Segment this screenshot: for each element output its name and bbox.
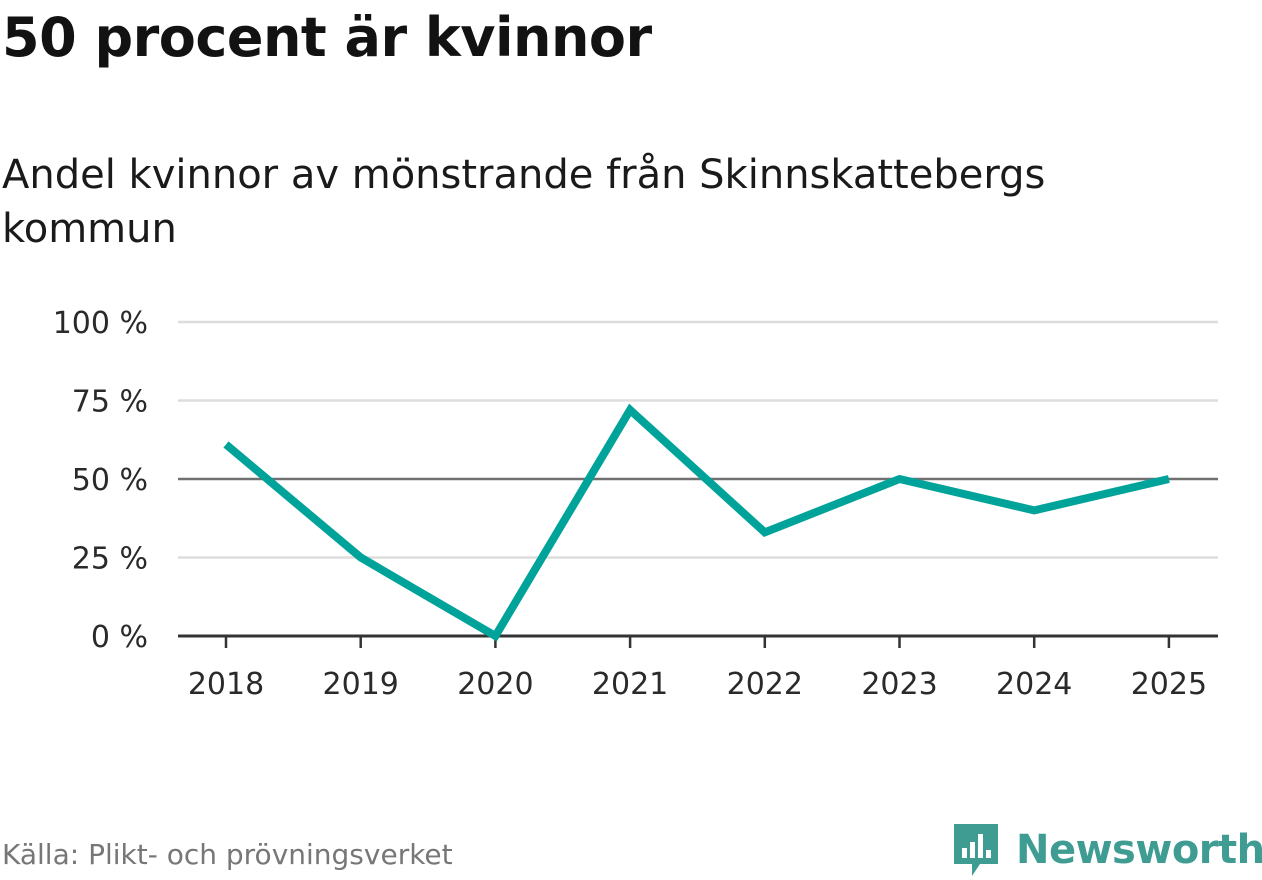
y-tick-label: 0 %: [91, 620, 148, 655]
chart-subtitle: Andel kvinnor av mönstrande från Skinnsk…: [2, 148, 1182, 256]
newsworthy-logo-icon: [950, 820, 1002, 880]
x-tick-label: 2023: [861, 667, 937, 702]
x-tick-label: 2020: [457, 667, 533, 702]
grid-layer: [178, 322, 1218, 558]
x-tick-label: 2024: [996, 667, 1072, 702]
y-tick-label: 100 %: [53, 306, 148, 341]
x-axis: 2018 2019 2020 2021 2022 2023 2024 2025: [178, 636, 1218, 702]
source-note: Källa: Plikt- och prövningsverket: [2, 838, 453, 871]
y-axis-labels: 0 % 25 % 50 % 75 % 100 %: [53, 306, 148, 655]
x-tick-label: 2025: [1131, 667, 1207, 702]
y-tick-label: 75 %: [72, 385, 148, 420]
brand-logo[interactable]: Newsworthy: [950, 820, 1262, 880]
series-line: [226, 410, 1169, 636]
series-layer: [226, 410, 1169, 636]
y-tick-label: 25 %: [72, 542, 148, 577]
chart-title: 50 procent är kvinnor: [2, 6, 652, 69]
x-tick-label: 2022: [727, 667, 803, 702]
brand-name: Newsworthy: [1016, 827, 1262, 873]
x-tick-label: 2021: [592, 667, 668, 702]
x-tick-label: 2018: [188, 667, 264, 702]
line-chart: 0 % 25 % 50 % 75 % 100 % 2018 2019 2020 2021 202…: [0, 290, 1262, 710]
x-tick-label: 2019: [323, 667, 399, 702]
y-tick-label: 50 %: [72, 463, 148, 498]
